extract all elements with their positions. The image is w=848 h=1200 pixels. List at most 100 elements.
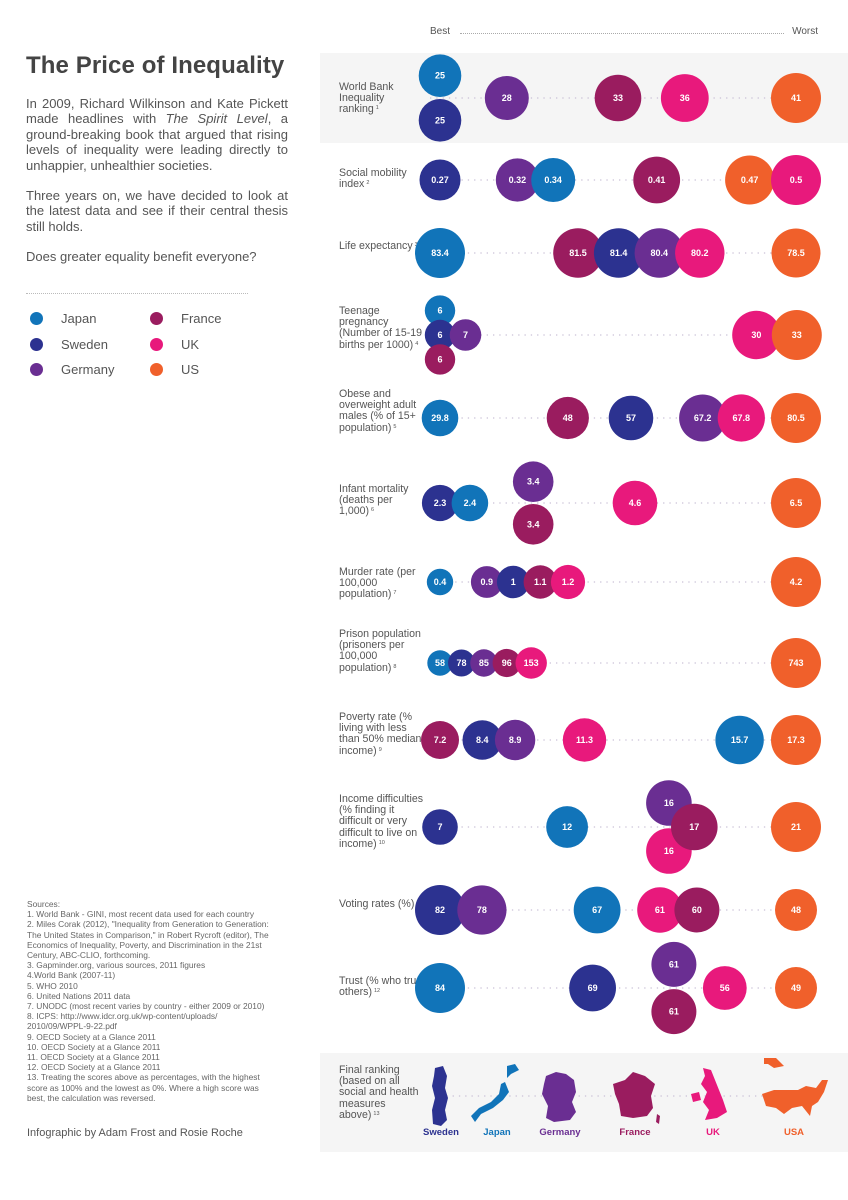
bubble-value-label: 61 bbox=[655, 905, 665, 915]
bubble-value-label: 4.6 bbox=[629, 498, 642, 508]
bubble-japan: 84 bbox=[415, 963, 465, 1013]
bubble-japan: 67 bbox=[573, 886, 621, 934]
bubble-circle bbox=[494, 719, 536, 761]
bubble-value-label: 80.2 bbox=[691, 248, 709, 258]
credit: Infographic by Adam Frost and Rosie Roch… bbox=[27, 1127, 243, 1139]
bubble-value-label: 15.7 bbox=[731, 735, 749, 745]
bubble-france: 6 bbox=[424, 344, 456, 375]
bubble-value-label: 17.3 bbox=[787, 735, 805, 745]
legend-swatch-icon bbox=[150, 363, 163, 376]
bubble-uk: 56 bbox=[702, 966, 747, 1010]
bubble-value-label: 80.5 bbox=[787, 413, 805, 423]
source-item: 11. OECD Society at a Glance 2011 bbox=[27, 1052, 160, 1063]
bubble-circle bbox=[674, 887, 720, 933]
bubble-circle bbox=[418, 99, 462, 142]
bubble-value-label: 153 bbox=[524, 658, 539, 668]
bubble-circle bbox=[715, 715, 764, 765]
bubble-uk: 153 bbox=[515, 647, 547, 679]
legend-swatch-icon bbox=[150, 338, 163, 351]
bubble-value-label: 6.5 bbox=[790, 498, 803, 508]
bubble-circle bbox=[594, 74, 642, 122]
row-label: Prison population (prisoners per 100,000… bbox=[339, 628, 421, 674]
bubble-value-label: 7 bbox=[437, 822, 442, 832]
footnote-marker: 7 bbox=[393, 590, 397, 597]
bubble-value-label: 11.3 bbox=[576, 735, 593, 745]
final-ranking-label-uk: UK bbox=[706, 1127, 720, 1138]
legend-swatch-icon bbox=[30, 312, 43, 325]
bubble-circle bbox=[422, 809, 458, 845]
bubble-circle bbox=[512, 461, 554, 503]
bubble-uk: 30 bbox=[732, 310, 781, 360]
bubble-value-label: 29.8 bbox=[431, 413, 449, 423]
bubble-circle bbox=[492, 648, 521, 678]
source-item: 9. OECD Society at a Glance 2011 bbox=[27, 1031, 156, 1042]
bubble-sweden: 2.3 bbox=[421, 484, 459, 522]
bubble-sweden: 7 bbox=[422, 809, 458, 845]
bubble-uk: 4.6 bbox=[612, 480, 658, 526]
bubble-uk: 80.2 bbox=[675, 228, 725, 278]
bubble-value-label: 60 bbox=[692, 905, 702, 915]
bubble-circle bbox=[550, 564, 586, 600]
legend-label: UK bbox=[181, 337, 200, 352]
bubble-circle bbox=[462, 720, 503, 760]
legend-item-us: US bbox=[150, 362, 199, 377]
footnote-marker: 8 bbox=[393, 663, 397, 670]
bubble-value-label: 85 bbox=[479, 658, 489, 668]
bubble-value-label: 3.4 bbox=[527, 519, 540, 529]
bubble-uk: 61 bbox=[637, 887, 683, 933]
footnote-marker: 12 bbox=[373, 988, 381, 995]
legend-divider bbox=[26, 293, 248, 294]
map-germany-icon bbox=[542, 1072, 576, 1122]
bubble-value-label: 25 bbox=[435, 71, 445, 81]
bubble-germany: 0.32 bbox=[495, 158, 539, 202]
row-label: World Bank Inequality ranking 1 bbox=[339, 81, 394, 116]
bubble-circle bbox=[775, 889, 817, 931]
map-france-icon bbox=[613, 1072, 660, 1124]
legend-label: France bbox=[181, 311, 222, 326]
bubble-us: 4.2 bbox=[771, 557, 821, 607]
bubble-circle bbox=[633, 156, 681, 204]
bubble-germany: 78 bbox=[457, 885, 507, 935]
bubble-france: 81.5 bbox=[553, 228, 603, 278]
bubble-sweden: 82 bbox=[415, 885, 465, 935]
bubble-circle bbox=[637, 887, 683, 933]
source-item: 4.World Bank (2007-11) bbox=[27, 970, 116, 981]
legend-swatch-icon bbox=[30, 363, 43, 376]
bubble-japan: 58 bbox=[427, 650, 453, 676]
bubble-value-label: 49 bbox=[791, 983, 801, 993]
bubble-value-label: 78 bbox=[456, 658, 466, 668]
bubble-value-label: 61 bbox=[669, 959, 679, 969]
bubble-value-label: 0.5 bbox=[790, 175, 803, 185]
map-usa-icon bbox=[762, 1058, 828, 1116]
bubble-circle bbox=[448, 649, 475, 677]
bubble-value-label: 48 bbox=[563, 413, 573, 423]
legend-item-uk: UK bbox=[150, 337, 199, 352]
bubble-circle bbox=[424, 344, 456, 375]
bubble-uk: 36 bbox=[660, 74, 709, 122]
bubble-value-label: 25 bbox=[435, 115, 445, 125]
bubble-circle bbox=[484, 76, 529, 120]
bubble-us: 78.5 bbox=[771, 228, 821, 278]
bubble-circle bbox=[546, 806, 588, 848]
bubble-value-label: 8.9 bbox=[509, 735, 522, 745]
bubble-us: 48 bbox=[775, 889, 817, 931]
book-title: The Spirit Level bbox=[165, 111, 268, 127]
bubble-circle bbox=[651, 989, 697, 1035]
bubble-value-label: 0.9 bbox=[481, 577, 494, 587]
intro-paragraph-2: Three years on, we have decided to look … bbox=[26, 188, 288, 234]
bubble-japan: 15.7 bbox=[715, 715, 764, 765]
bubble-value-label: 41 bbox=[791, 93, 801, 103]
bubble-us: 33 bbox=[771, 310, 822, 360]
bubble-sweden: 78 bbox=[448, 649, 475, 677]
bubble-sweden: 0.27 bbox=[419, 159, 461, 201]
bubble-circle bbox=[679, 394, 727, 442]
bubble-sweden: 8.4 bbox=[462, 720, 503, 760]
axis-dotted-line bbox=[460, 33, 784, 34]
bubble-value-label: 67.8 bbox=[733, 413, 751, 423]
bubble-circle bbox=[608, 395, 654, 441]
bubble-japan: 0.34 bbox=[531, 158, 576, 202]
bubble-circle bbox=[671, 803, 718, 851]
bubble-value-label: 7.2 bbox=[434, 735, 447, 745]
bubble-circle bbox=[415, 963, 465, 1013]
bubble-value-label: 0.34 bbox=[544, 175, 562, 185]
